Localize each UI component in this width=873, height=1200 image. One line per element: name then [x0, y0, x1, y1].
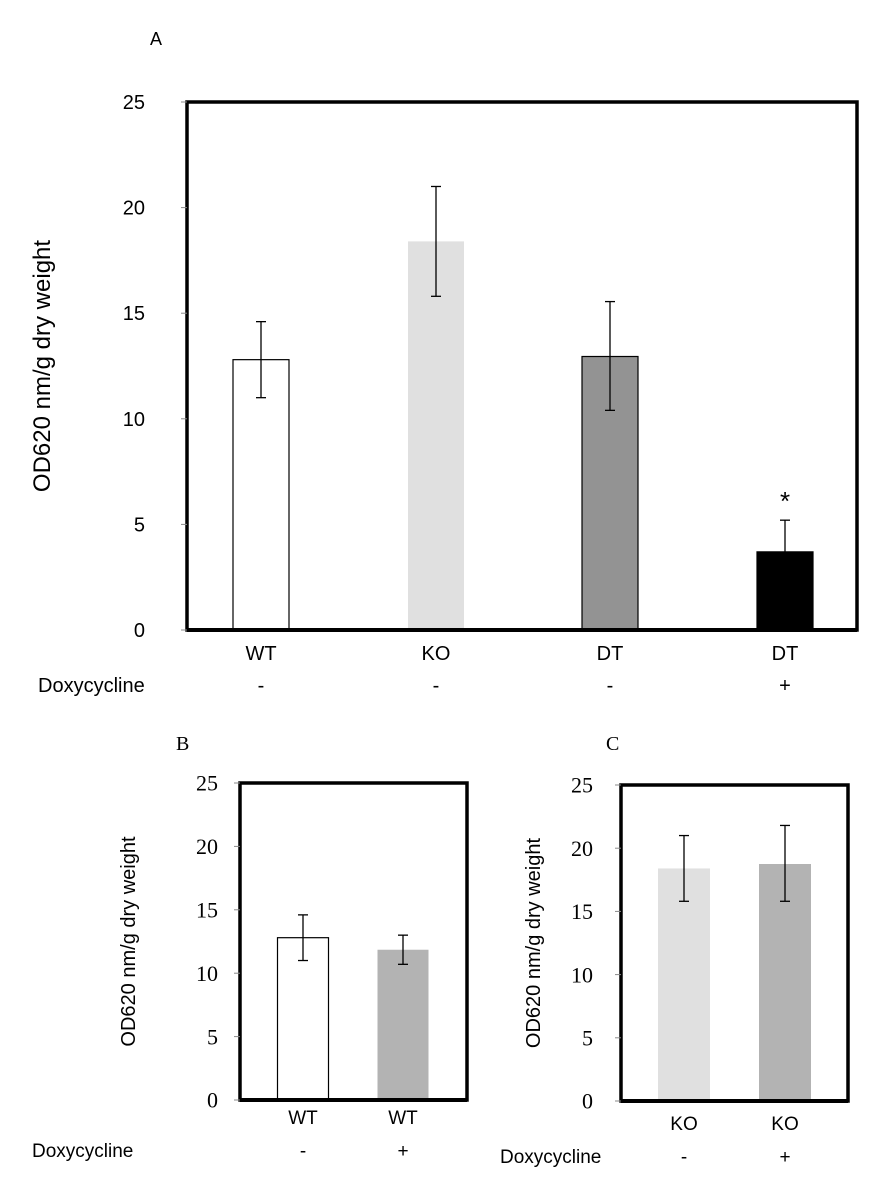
error-bar	[398, 934, 408, 965]
doxycycline-value: +	[779, 1147, 790, 1168]
doxycycline-value: -	[433, 675, 440, 697]
doxycycline-row-label: Doxycycline	[38, 675, 145, 697]
x-tick-label: DT	[772, 643, 799, 665]
x-tick-label: DT	[597, 643, 624, 665]
plot-frame	[619, 783, 850, 1103]
doxycycline-value: -	[607, 675, 614, 697]
panel-a: A * 0 5 10 15 20 25 OD620 nm/g dry weight WT - KO - D…	[29, 29, 859, 697]
y-tick-label: 0	[207, 1088, 218, 1113]
doxycycline-value: -	[258, 675, 265, 697]
y-tick-label: 10	[196, 961, 218, 986]
y-tick-label: 5	[582, 1026, 593, 1051]
y-tick-label: 10	[123, 409, 145, 431]
y-tick-label: 15	[123, 303, 145, 325]
error-bar	[780, 519, 790, 585]
error-bar	[605, 300, 615, 412]
bar-ko	[408, 241, 464, 630]
bar-ko	[759, 864, 811, 1101]
significance-marker: *	[780, 486, 790, 516]
doxycycline-row-label: Doxycycline	[32, 1141, 133, 1162]
panel-label: C	[606, 733, 619, 755]
bar-wt	[377, 949, 429, 1100]
panel-b: B 0 5 10 15 20 25 OD620 nm/g dry weight WT - WT + Do…	[32, 733, 469, 1162]
plot-frame	[238, 781, 469, 1102]
x-tick-label: KO	[670, 1114, 697, 1135]
x-tick-label: KO	[422, 643, 451, 665]
y-tick-label: 0	[582, 1089, 593, 1114]
x-tick-label: KO	[771, 1114, 798, 1135]
error-bar	[256, 320, 266, 399]
x-tick-label: WT	[245, 643, 276, 665]
y-axis-label: OD620 nm/g dry weight	[523, 838, 545, 1049]
y-axis-label: OD620 nm/g dry weight	[29, 240, 56, 492]
doxycycline-value: +	[779, 675, 791, 697]
y-tick-label: 25	[196, 771, 218, 796]
doxycycline-row-label: Doxycycline	[500, 1147, 601, 1168]
y-tick-label: 20	[571, 836, 593, 861]
y-tick-label: 25	[123, 92, 145, 114]
error-bar	[431, 185, 441, 297]
y-tick-label: 20	[196, 834, 218, 859]
y-tick-label: 25	[571, 773, 593, 798]
doxycycline-value: -	[681, 1147, 687, 1168]
doxycycline-value: -	[300, 1141, 306, 1162]
doxycycline-value: +	[397, 1141, 408, 1162]
error-bar	[679, 834, 689, 902]
panel-c: C 0 5 10 15 20 25 OD620 nm/g dry weight KO - KO + Do…	[500, 733, 850, 1168]
y-tick-label: 0	[134, 620, 145, 642]
bar-wt	[276, 937, 330, 1101]
panel-label: A	[150, 29, 162, 49]
y-tick-label: 5	[134, 514, 145, 536]
y-tick-label: 15	[196, 898, 218, 923]
panel-label: B	[176, 733, 189, 755]
y-tick-label: 10	[571, 962, 593, 987]
y-tick-label: 15	[571, 899, 593, 924]
y-axis-label: OD620 nm/g dry weight	[118, 836, 140, 1047]
bar-wt	[232, 359, 290, 631]
y-tick-label: 20	[123, 198, 145, 220]
x-tick-label: WT	[288, 1108, 318, 1129]
error-bar	[298, 914, 308, 962]
y-tick-label: 5	[207, 1024, 218, 1049]
x-tick-label: WT	[388, 1108, 418, 1129]
bar-ko	[658, 868, 710, 1101]
error-bar	[780, 824, 790, 902]
